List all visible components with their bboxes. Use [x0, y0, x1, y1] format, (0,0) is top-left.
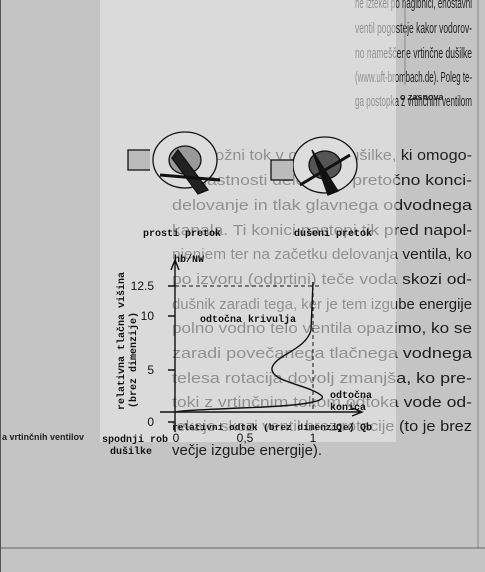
- y-tick-label: 0: [147, 415, 154, 429]
- figure-background: [100, 0, 396, 442]
- axis-label: relativni odtok (brez dimenzije): [172, 422, 354, 433]
- curve-label: odtočna krivulja: [200, 314, 296, 326]
- figure: prosti pretok dušeni pretok hb/NW relati…: [100, 0, 396, 458]
- sidenote: a vrtinčnih ventilov: [2, 432, 84, 442]
- caption: dušeni pretok: [294, 228, 372, 240]
- page: {"body": {"lines": [ "ne iztekel po nagi…: [0, 0, 485, 572]
- axis-label: relativna tlačna višina: [116, 272, 128, 410]
- y-tick-label: 12.5: [131, 279, 155, 293]
- peak-label: odtočna: [330, 390, 372, 402]
- document: ne iztekel po nagibnici, enostavniventil…: [0, 0, 485, 572]
- caption: prosti pretok: [143, 228, 221, 240]
- bottom-label: spodnji rob: [102, 434, 168, 446]
- x-tick-label: 0,5: [237, 431, 254, 445]
- axis-symbol: hb/NW: [174, 254, 204, 266]
- x-tick-label: 0: [173, 431, 180, 445]
- y-tick-label: 10: [141, 309, 155, 323]
- axis-label: (brez dimenzije): [128, 312, 140, 408]
- peak-label: konica: [330, 402, 366, 414]
- sidenote: o zasnova: [400, 92, 445, 102]
- bottom-label: dušilke: [110, 446, 152, 458]
- x-tick-label: 1: [310, 431, 317, 445]
- y-tick-label: 5: [147, 363, 154, 377]
